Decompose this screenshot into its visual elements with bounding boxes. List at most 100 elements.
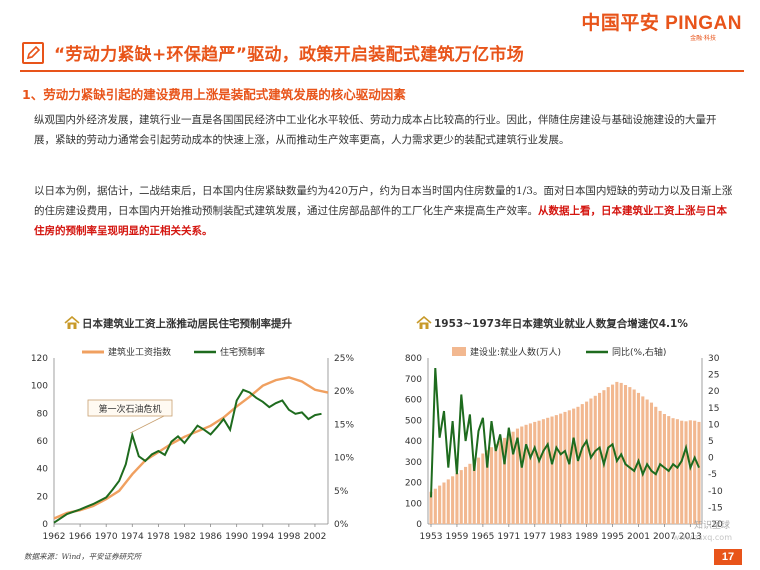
employment-bar <box>563 411 567 524</box>
y-tick-label: 300 <box>405 458 422 468</box>
employment-bar <box>459 470 463 524</box>
employment-bar <box>468 463 472 524</box>
page-title: “劳动力紧缺+环保趋严”驱动，政策开启装配式建筑万亿市场 <box>54 45 524 65</box>
employment-bar <box>684 421 688 524</box>
y-tick-label: 0 <box>416 520 422 530</box>
employment-bar <box>541 419 545 524</box>
employment-bar <box>537 420 541 524</box>
y-tick-label: 20 <box>37 492 49 502</box>
y2-tick-label: 0 <box>708 454 714 464</box>
series-line-yoy <box>430 367 700 498</box>
y2-tick-label: 20% <box>334 387 354 397</box>
x-tick-label: 1989 <box>575 532 598 542</box>
employment-bar <box>451 476 455 524</box>
employment-bar <box>528 423 532 524</box>
legend-label-wage: 建筑业工资指数 <box>108 346 171 358</box>
y2-tick-label: 15 <box>708 404 719 414</box>
employment-bar <box>494 444 498 524</box>
employment-bar <box>610 384 615 524</box>
y-tick-label: 60 <box>37 437 49 447</box>
data-source: 数据来源：Wind，平安证券研究所 <box>24 552 142 561</box>
pingan-logo: 中国平安 PINGAN 金融·科技 <box>581 8 742 42</box>
y2-tick-label: 5% <box>334 487 349 497</box>
employment-bar <box>507 434 511 524</box>
employment-bar <box>546 417 550 524</box>
employment-bar <box>524 424 528 524</box>
employment-bar <box>628 387 632 524</box>
x-tick-label: 1953 <box>420 532 443 542</box>
employment-bar-line-chart: 0 100 200 300 400 500 600 700 800 -20 -15 -10 -5 0 5 10… <box>405 346 723 542</box>
y-tick-label: 100 <box>405 499 422 509</box>
employment-bar <box>645 399 649 524</box>
y2-tick-label: -5 <box>708 470 717 480</box>
employment-bar <box>485 450 489 524</box>
watermark-text: 知识星球 <box>693 521 730 531</box>
employment-bar <box>671 418 675 524</box>
y-tick-label: 40 <box>37 465 49 475</box>
x-tick-label: 1971 <box>497 532 520 542</box>
employment-bar <box>438 485 442 524</box>
house-icon <box>64 316 80 329</box>
pencil-edit-icon <box>22 42 44 64</box>
legend-label-yoy: 同比(%,右轴) <box>612 346 666 358</box>
employment-bar <box>489 447 494 524</box>
annotation-label: 第一次石油危机 <box>98 403 161 415</box>
employment-bar <box>446 479 450 524</box>
employment-bar <box>680 420 684 524</box>
y2-tick-label: 10% <box>334 454 354 464</box>
y2-tick-label: 20 <box>708 387 720 397</box>
series-line-wage <box>53 376 329 520</box>
employment-bar <box>464 466 468 524</box>
x-tick-label: 1978 <box>147 532 170 542</box>
x-tick-label: 1962 <box>43 532 66 542</box>
employment-bar <box>472 460 476 524</box>
employment-bar <box>559 413 563 524</box>
employment-bar <box>606 387 610 524</box>
paragraph-2-main: 以日本为例，据估计，二战结束后，日本国内住房紧缺数量约为420万户，约为日本当时… <box>34 185 733 217</box>
x-tick-label: 1959 <box>445 532 468 542</box>
x-tick-label: 2013 <box>679 532 702 542</box>
series-line-prefab <box>53 388 322 524</box>
paragraph-2-highlight: 从数据上看，日本建筑业工资上涨与日本住房的预制率呈现明显的正相关关系。 <box>34 205 727 237</box>
employment-bar <box>429 491 433 524</box>
right-chart-title: 1953~1973年日本建筑业就业人数复合增速仅4.1% <box>434 318 688 330</box>
y2-tick-label: 30 <box>708 354 720 364</box>
employment-bar <box>615 381 619 524</box>
employment-bar <box>455 473 459 524</box>
x-tick-label: 1966 <box>69 532 92 542</box>
x-tick-label: 1998 <box>277 532 300 542</box>
employment-bar <box>554 415 558 524</box>
legend-label-employment: 建设业:就业人数(万人) <box>470 346 561 358</box>
x-tick-label: 1977 <box>523 532 546 542</box>
employment-bar <box>641 396 645 524</box>
x-tick-label: 2001 <box>627 532 650 542</box>
employment-bar <box>589 398 593 524</box>
x-tick-label: 2002 <box>303 532 326 542</box>
x-tick-label: 2007 <box>653 532 676 542</box>
y2-tick-label: 25 <box>708 371 719 381</box>
y-tick-label: 800 <box>405 354 422 364</box>
y2-tick-label: 25% <box>334 354 354 364</box>
employment-bar <box>442 482 446 524</box>
employment-bar <box>585 401 589 524</box>
annotation-box <box>87 399 173 417</box>
x-tick-label: 1982 <box>173 532 196 542</box>
y-tick-label: 500 <box>405 416 422 426</box>
x-tick-label: 1990 <box>225 532 248 542</box>
employment-bar <box>623 385 628 524</box>
y-tick-label: 700 <box>405 375 422 385</box>
annotation-leader <box>130 415 165 434</box>
employment-bar <box>533 421 537 524</box>
employment-bar <box>658 410 662 524</box>
employment-bar <box>567 410 571 524</box>
y-tick-label: 200 <box>405 479 422 489</box>
page-number: 17 <box>714 549 742 565</box>
logo-text: 中国平安 PINGAN <box>581 13 742 34</box>
paragraph-2: 以日本为例，据估计，二战结束后，日本国内住房紧缺数量约为420万户，约为日本当时… <box>34 181 734 241</box>
x-tick-label: 1965 <box>471 532 494 542</box>
employment-bar <box>675 419 679 524</box>
employment-bar <box>511 431 515 524</box>
watermark-url: www.zsxq.com <box>672 533 732 542</box>
